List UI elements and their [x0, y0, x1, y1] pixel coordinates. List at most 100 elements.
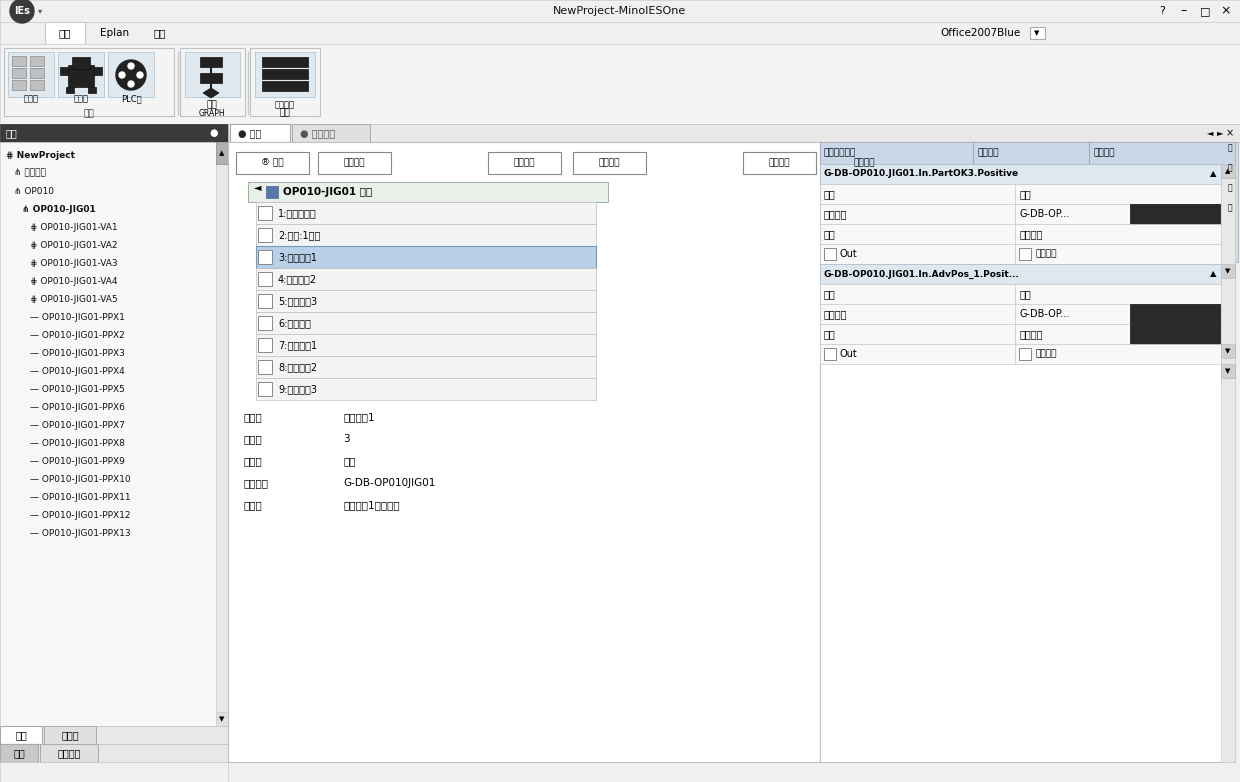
Text: 政策: 政策	[58, 28, 71, 38]
Text: — OP010-JIG01-PPX3: — OP010-JIG01-PPX3	[30, 349, 125, 357]
Text: 加载: 加载	[83, 109, 94, 119]
Text: 添加触发条件: 添加触发条件	[825, 149, 857, 157]
Bar	[40, 744, 98, 762]
Text: ⋕ OP010-JIG01-VA2: ⋕ OP010-JIG01-VA2	[30, 241, 118, 249]
Bar	[1221, 164, 1235, 762]
Bar	[1016, 204, 1221, 224]
Bar	[45, 22, 86, 44]
Text: 步类型: 步类型	[243, 456, 262, 466]
Text: 攻略块: 攻略块	[61, 730, 79, 740]
Bar	[825, 348, 836, 360]
Text: 类型: 类型	[825, 289, 836, 299]
Text: □: □	[1200, 6, 1210, 16]
Bar	[255, 202, 596, 224]
Text: 状态: 状态	[825, 329, 836, 339]
Text: 捕图: 捕图	[154, 28, 166, 38]
Circle shape	[128, 63, 134, 69]
Text: 步状态: 步状态	[243, 500, 262, 510]
Text: ⋕ NewProject: ⋕ NewProject	[6, 150, 74, 160]
Text: ⋕ OP010-JIG01-VA1: ⋕ OP010-JIG01-VA1	[30, 223, 118, 231]
Bar	[317, 152, 391, 174]
Text: G-DB-OP...: G-DB-OP...	[1021, 309, 1070, 319]
Bar	[262, 57, 308, 67]
Text: 常规: 常规	[14, 748, 25, 758]
Text: — OP010-JIG01-PPX5: — OP010-JIG01-PPX5	[30, 385, 125, 393]
Bar	[1130, 204, 1220, 224]
Bar	[108, 52, 154, 97]
Text: 导出时序: 导出时序	[769, 159, 790, 167]
Text: ● 时序: ● 时序	[238, 128, 262, 138]
Bar	[94, 67, 102, 75]
Bar	[1019, 248, 1030, 260]
Bar	[820, 142, 1235, 164]
Text: 1:循环初始化: 1:循环初始化	[278, 208, 316, 218]
Bar	[12, 80, 26, 90]
Text: 3: 3	[343, 434, 350, 444]
Bar	[743, 152, 816, 174]
Bar	[236, 152, 309, 174]
Circle shape	[10, 0, 33, 23]
Bar	[12, 68, 26, 78]
Text: 步拥有者: 步拥有者	[243, 478, 268, 488]
Circle shape	[136, 72, 143, 78]
Circle shape	[119, 72, 125, 78]
Bar	[1221, 344, 1235, 358]
Bar	[0, 142, 216, 726]
Bar	[820, 164, 1221, 184]
Text: 步名称: 步名称	[243, 412, 262, 422]
Bar	[1016, 304, 1221, 324]
Text: –: –	[1180, 5, 1187, 17]
Bar	[229, 124, 290, 142]
Polygon shape	[203, 88, 219, 98]
Text: ⋔ 线体设备: ⋔ 线体设备	[14, 168, 46, 178]
Text: 机器人: 机器人	[73, 95, 88, 103]
Bar	[216, 142, 228, 164]
Text: ® 链接: ® 链接	[260, 159, 283, 167]
Bar	[291, 124, 370, 142]
Bar	[255, 356, 596, 378]
Bar	[573, 152, 646, 174]
Text: 2:上件:1人工: 2:上件:1人工	[278, 230, 320, 240]
Text: G-DB-OP010JIG01: G-DB-OP010JIG01	[343, 478, 435, 488]
Text: 步序号: 步序号	[243, 434, 262, 444]
Text: 5:夹紧时序3: 5:夹紧时序3	[278, 296, 317, 306]
Text: 属: 属	[1228, 144, 1233, 152]
Bar	[828, 152, 901, 174]
Bar	[58, 52, 104, 97]
Bar	[200, 73, 222, 83]
Bar	[255, 224, 596, 246]
Bar	[255, 334, 596, 356]
Bar	[820, 142, 1235, 762]
Bar	[255, 312, 596, 334]
Bar	[0, 744, 228, 762]
Bar	[30, 80, 43, 90]
Bar	[1016, 244, 1221, 264]
Bar	[60, 67, 68, 75]
Bar	[216, 142, 228, 726]
Text: 配置夹具: 配置夹具	[343, 159, 365, 167]
Bar	[820, 304, 1016, 324]
Text: ►: ►	[1216, 128, 1223, 138]
Bar	[820, 244, 1016, 264]
Text: — OP010-JIG01-PPX8: — OP010-JIG01-PPX8	[30, 439, 125, 447]
Bar	[66, 87, 74, 93]
Bar	[0, 124, 228, 142]
Text: ◄: ◄	[254, 182, 262, 192]
Bar	[1130, 324, 1220, 344]
Text: ▼: ▼	[1225, 368, 1230, 374]
Text: 折叠析面: 折叠析面	[977, 149, 998, 157]
Text: 类型: 类型	[825, 189, 836, 199]
Bar	[255, 52, 315, 97]
Text: ×: ×	[1226, 128, 1234, 138]
Bar	[258, 338, 272, 352]
Text: 3:夹紧时序1: 3:夹紧时序1	[278, 252, 317, 262]
Text: 存储模板: 存储模板	[853, 159, 874, 167]
Text: 夹具: 夹具	[1021, 189, 1032, 199]
Text: 触摸触点: 触摸触点	[1035, 350, 1056, 358]
Bar	[250, 48, 320, 116]
Bar	[30, 56, 43, 66]
Text: 状态: 状态	[825, 229, 836, 239]
Text: ⋔ OP010: ⋔ OP010	[14, 186, 55, 196]
Text: ▾: ▾	[38, 6, 42, 16]
Bar	[0, 762, 228, 782]
